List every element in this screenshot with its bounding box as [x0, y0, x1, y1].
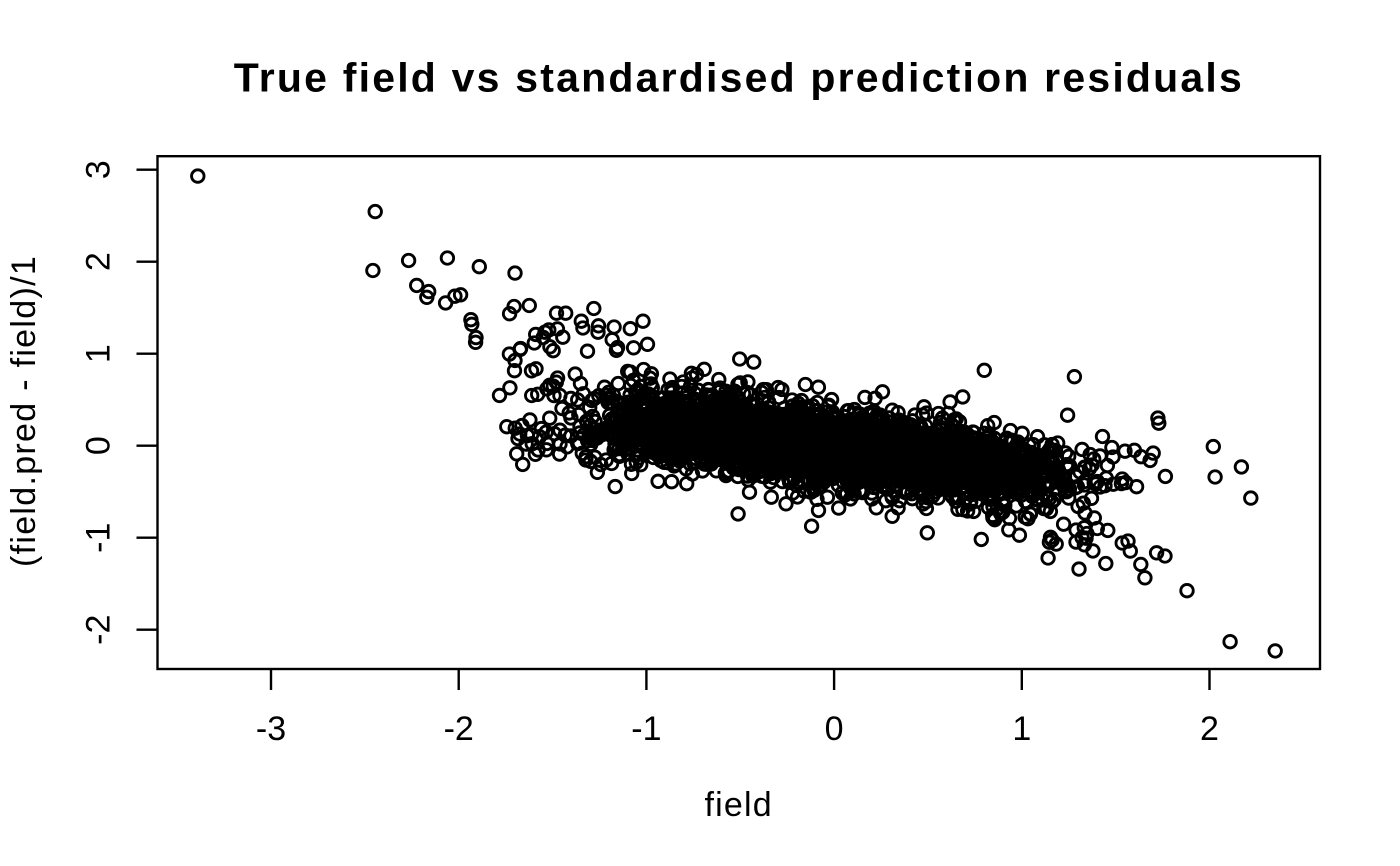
- svg-text:2: 2: [80, 252, 118, 271]
- svg-text:3: 3: [80, 160, 118, 179]
- svg-text:-1: -1: [631, 710, 661, 748]
- svg-text:1: 1: [1012, 710, 1031, 748]
- svg-text:-1: -1: [80, 523, 118, 553]
- svg-text:0: 0: [825, 710, 844, 748]
- svg-text:0: 0: [80, 436, 118, 455]
- svg-text:-3: -3: [256, 710, 286, 748]
- svg-text:field: field: [705, 786, 773, 824]
- svg-text:-2: -2: [444, 710, 474, 748]
- svg-text:1: 1: [80, 344, 118, 363]
- svg-text:(field.pred - field)/1: (field.pred - field)/1: [5, 255, 43, 567]
- svg-text:2: 2: [1200, 710, 1219, 748]
- svg-text:-2: -2: [80, 615, 118, 645]
- svg-text:True field vs standardised pre: True field vs standardised prediction re…: [234, 55, 1244, 101]
